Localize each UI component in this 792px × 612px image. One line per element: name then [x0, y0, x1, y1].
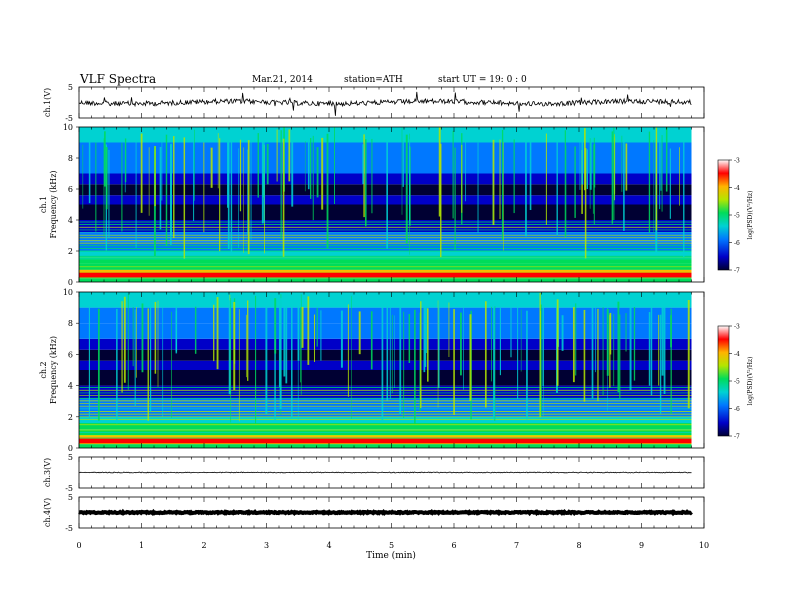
ch1-spectrogram-ytick-label: 4	[68, 216, 73, 225]
ch1-spectrogram-ytick-label: 8	[68, 154, 73, 163]
ch1-spectrogram-band	[79, 257, 692, 264]
time-tick-label: 5	[389, 541, 394, 550]
time-tick-label: 1	[139, 541, 144, 550]
ch2-spectrogram-cbar-tick: -4	[734, 351, 740, 358]
time-tick-label: 0	[76, 541, 81, 550]
ch4-waveform-ylabel: ch.4(V)	[43, 498, 52, 527]
ch1-spectrogram-cbar-tick: -7	[734, 268, 740, 275]
time-tick-label: 3	[264, 541, 269, 550]
ch1-spectrogram-band	[79, 232, 692, 242]
ch1-spectrogram-ytick-label: 2	[68, 247, 73, 256]
time-tick-label: 2	[201, 541, 206, 550]
ch1-spectrogram-cbar-tick: -4	[734, 185, 740, 192]
ch2-colorbar: -3 -4 -5 -6 -7 log(PSD)(V²/Hz)	[717, 324, 754, 441]
ch2-spectrogram-ytick-label: 8	[68, 319, 73, 328]
ch2-spectrogram-hot-band	[79, 438, 692, 444]
ch3-waveform-panel: 5 -5 ch.3(V)	[43, 453, 705, 493]
ch1-colorbar: -3 -4 -5 -6 -7 log(PSD)(V²/Hz)	[717, 158, 754, 275]
ch1-spectrogram-hot-band	[79, 272, 692, 278]
ch4-waveform-ytick-top: 5	[68, 493, 73, 502]
ch1-spectrogram-cbar-label: log(PSD)(V²/Hz)	[747, 191, 754, 240]
date-label: Mar.21, 2014	[252, 75, 313, 85]
time-axis-label: Time (min)	[366, 550, 416, 561]
ch1-spectrogram-band	[79, 251, 692, 258]
ch2-spectrogram-ytick-label: 2	[68, 413, 73, 422]
ch1-spectrogram-cbar-tick: -6	[734, 240, 740, 247]
ch2-spectrogram-band	[79, 292, 692, 308]
ch2-spectrogram-ytick-label: 0	[68, 444, 73, 453]
time-tick-label: 9	[639, 541, 644, 550]
ch2-spectrogram-band	[79, 407, 692, 417]
ch3-waveform-ylabel: ch.3(V)	[43, 458, 52, 487]
ch2-spectrogram-band	[79, 385, 692, 399]
ch3-waveform-ytick-bottom: -5	[65, 484, 73, 493]
ch2-spectrogram-band	[79, 338, 692, 350]
ch3-waveform-ytick-top: 5	[68, 453, 73, 462]
ch3-waveform-trace	[78, 471, 692, 474]
start-time-label: start UT = 19: 0 : 0	[438, 75, 527, 85]
ch1-spectrogram-cbar-tick: -5	[734, 213, 740, 220]
ch2-spectrogram-band	[79, 323, 692, 339]
ch2-spectrogram-band	[79, 307, 692, 324]
ch4-waveform-ytick-bottom: -5	[65, 524, 73, 533]
ch2-spectrogram-band	[79, 423, 692, 430]
ch1-waveform-ytick-bottom: -5	[65, 114, 73, 123]
ch2-spectrogram-band	[79, 370, 692, 386]
ch2-spectrogram-band	[79, 416, 692, 424]
ch1-spectrogram-panel: 0 2 4 6 8 10 ch.1Frequency (kHz)	[39, 123, 705, 287]
ch2-spectrogram-ytick-label: 10	[63, 288, 73, 297]
ch2-spectrogram-cbar-tick: -3	[734, 324, 740, 331]
ch2-spectrogram-band	[79, 360, 692, 370]
ch2-spectrogram-ytick-label: 6	[68, 350, 73, 359]
ch2-spectrogram-ytick-label: 4	[68, 382, 73, 391]
ch2-spectrogram-band	[79, 444, 692, 448]
ch4-waveform-panel: 5 -5 ch.4(V)	[43, 493, 705, 533]
ch1-spectrogram-ytick-label: 6	[68, 185, 73, 194]
ch2-colorbar-scale	[717, 325, 730, 437]
ch1-waveform-panel: 5 -5 ch.1(V)	[43, 83, 705, 123]
ch2-spectrogram-cbar-tick: -6	[734, 406, 740, 413]
time-tick-label: 4	[326, 541, 331, 550]
ch2-spectrogram-band	[79, 398, 692, 408]
time-tick-label: 10	[699, 541, 709, 550]
ch1-spectrogram-band	[79, 278, 692, 282]
time-tick-label: 8	[576, 541, 581, 550]
ch2-spectrogram-image	[79, 292, 692, 448]
time-tick-label: 6	[451, 541, 456, 550]
ch1-spectrogram-band	[79, 127, 692, 143]
ch1-spectrogram-band	[79, 241, 692, 251]
ch2-spectrogram-band	[79, 349, 692, 361]
ch1-waveform-ylabel: ch.1(V)	[43, 88, 52, 117]
ch1-spectrogram-band	[79, 184, 692, 196]
ch1-colorbar-scale	[717, 159, 730, 271]
ch1-spectrogram-ytick-label: 10	[63, 123, 73, 132]
ch1-spectrogram-ytick-label: 0	[68, 278, 73, 287]
ch2-spectrogram-cbar-tick: -5	[734, 379, 740, 386]
ch4-waveform-trace	[78, 508, 693, 517]
station-label: station=ATH	[344, 75, 403, 85]
ch1-spectrogram-ylabel: ch.1Frequency (kHz)	[39, 170, 58, 238]
time-tick-label: 7	[514, 541, 519, 550]
time-axis: 0 1 2 3 4 5 6 7 8 9 10	[76, 541, 709, 550]
ch1-waveform-ytick-top: 5	[68, 83, 73, 92]
ch2-spectrogram-cbar-label: log(PSD)(V²/Hz)	[747, 357, 754, 406]
ch2-spectrogram-cbar-tick: -7	[734, 434, 740, 441]
ch1-spectrogram-image	[79, 127, 692, 282]
ch2-spectrogram-ylabel: ch.2Frequency (kHz)	[39, 336, 58, 404]
ch1-spectrogram-cbar-tick: -3	[734, 158, 740, 165]
figure-title: VLF Spectra	[79, 72, 156, 86]
ch1-spectrogram-band	[79, 195, 692, 205]
ch1-spectrogram-band	[79, 173, 692, 185]
ch2-spectrogram-panel: 0 2 4 6 8 10 ch.2Frequency (kHz)	[39, 288, 705, 453]
ch1-waveform-trace	[78, 91, 692, 116]
